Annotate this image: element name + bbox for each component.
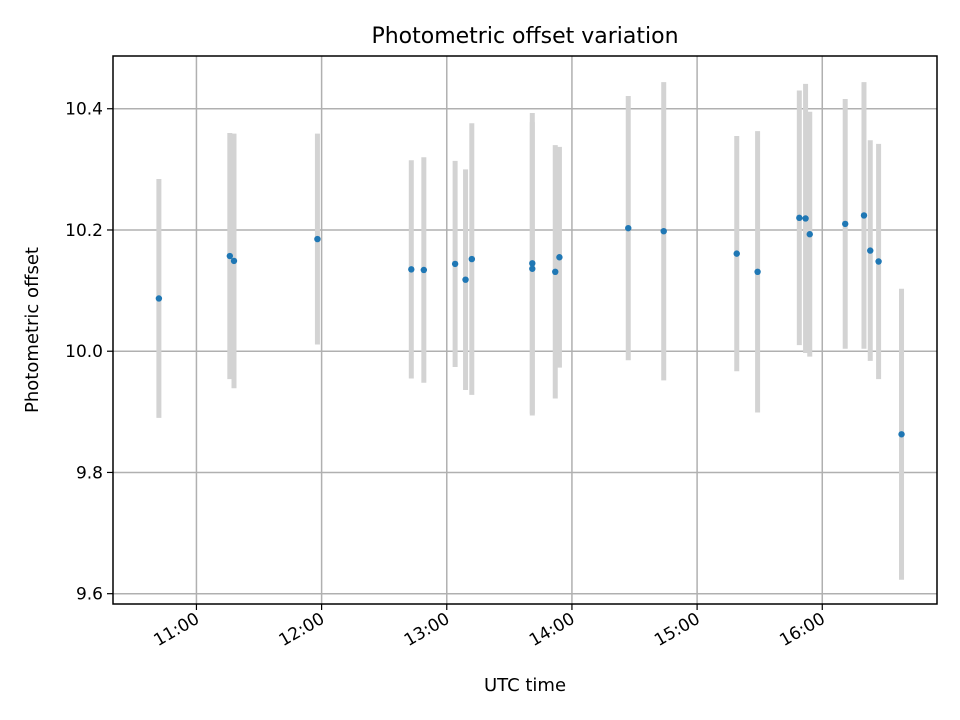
y-tick-label: 9.6 bbox=[76, 585, 103, 605]
data-point bbox=[796, 214, 803, 222]
data-point bbox=[898, 431, 905, 438]
data-point bbox=[226, 252, 234, 260]
data-point bbox=[806, 231, 813, 238]
data-point bbox=[802, 215, 809, 222]
data-point bbox=[451, 260, 459, 268]
x-axis-label: UTC time bbox=[484, 675, 566, 696]
x-tick-label: 16:00 bbox=[776, 609, 828, 651]
data-point bbox=[660, 227, 667, 235]
data-point bbox=[625, 224, 632, 232]
x-tick-label: 12:00 bbox=[276, 609, 328, 651]
data-point bbox=[420, 266, 428, 274]
errorbar-layer bbox=[156, 82, 905, 580]
data-point bbox=[468, 255, 476, 263]
data-point bbox=[314, 235, 321, 243]
grid-layer bbox=[113, 56, 937, 604]
y-tick-label: 9.8 bbox=[76, 463, 103, 483]
chart-title: Photometric offset variation bbox=[371, 24, 678, 49]
x-tick-label: 14:00 bbox=[526, 609, 578, 651]
y-axis-label: Photometric offset bbox=[22, 247, 43, 413]
data-point bbox=[556, 254, 563, 261]
data-point bbox=[552, 268, 559, 276]
data-point bbox=[860, 212, 868, 219]
data-point bbox=[733, 250, 740, 257]
y-tick-label: 10.2 bbox=[65, 221, 103, 241]
data-point bbox=[529, 260, 536, 267]
point-layer bbox=[155, 212, 905, 438]
data-point bbox=[155, 295, 163, 302]
data-point bbox=[754, 268, 761, 276]
y-tick-label: 10.4 bbox=[65, 100, 103, 120]
y-tick-label: 10.0 bbox=[65, 342, 103, 362]
x-tick-label: 11:00 bbox=[151, 609, 203, 651]
x-tick-label: 15:00 bbox=[651, 609, 703, 651]
data-point bbox=[875, 258, 882, 265]
data-point bbox=[842, 220, 849, 228]
plot-frame bbox=[112, 55, 938, 605]
x-tick-label: 13:00 bbox=[401, 609, 453, 651]
data-point bbox=[529, 265, 536, 272]
data-point bbox=[408, 266, 415, 273]
data-point bbox=[462, 276, 469, 283]
data-point bbox=[230, 257, 238, 265]
data-point bbox=[867, 247, 874, 254]
